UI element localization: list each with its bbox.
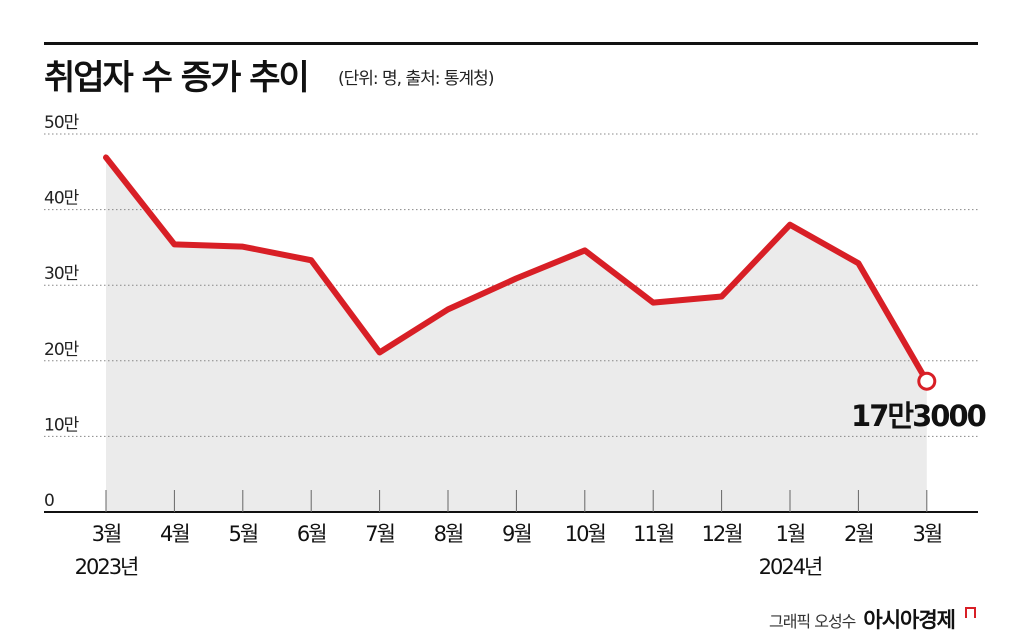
x-tick-label: 12월 <box>702 522 743 546</box>
x-tick-label: 8월 <box>434 522 463 546</box>
top-rule <box>44 42 978 45</box>
chart-title: 취업자 수 증가 추이 <box>44 58 310 98</box>
data-label: 17만3000 <box>851 399 986 433</box>
y-tick-label: 0 <box>44 491 54 511</box>
credit-brand: 아시아경제 <box>863 608 956 632</box>
y-tick-label: 10만 <box>44 415 80 435</box>
y-tick-label: 50만 <box>44 113 80 133</box>
brand-mark-icon <box>965 607 976 618</box>
area-fill <box>106 157 927 512</box>
series-line <box>103 154 930 385</box>
end-point-marker <box>917 371 937 391</box>
x-tick-label: 11월 <box>633 522 674 546</box>
x-tick-label: 4월 <box>160 522 189 546</box>
x-tick-label: 3월 <box>912 522 941 546</box>
credit-author: 그래픽 오성수 <box>768 612 856 631</box>
x-tick-label: 3월 <box>92 522 121 546</box>
y-tick-label: 30만 <box>44 264 80 284</box>
x-tick-label: 7월 <box>365 522 394 546</box>
chart-subtitle: (단위: 명, 출처: 통계청) <box>338 69 494 89</box>
year-label: 2024년 <box>759 555 822 579</box>
x-tick-label: 6월 <box>297 522 326 546</box>
y-tick-label: 40만 <box>44 189 80 209</box>
x-tick-label: 10월 <box>565 522 606 546</box>
x-tick-label: 9월 <box>502 522 531 546</box>
x-tick-label: 1월 <box>776 522 805 546</box>
x-tick-label: 2월 <box>844 522 873 546</box>
x-tick-label: 5월 <box>228 522 257 546</box>
year-label: 2023년 <box>75 555 138 579</box>
credit: 그래픽 오성수 아시아경제 <box>769 604 976 634</box>
y-tick-label: 20만 <box>44 340 80 360</box>
